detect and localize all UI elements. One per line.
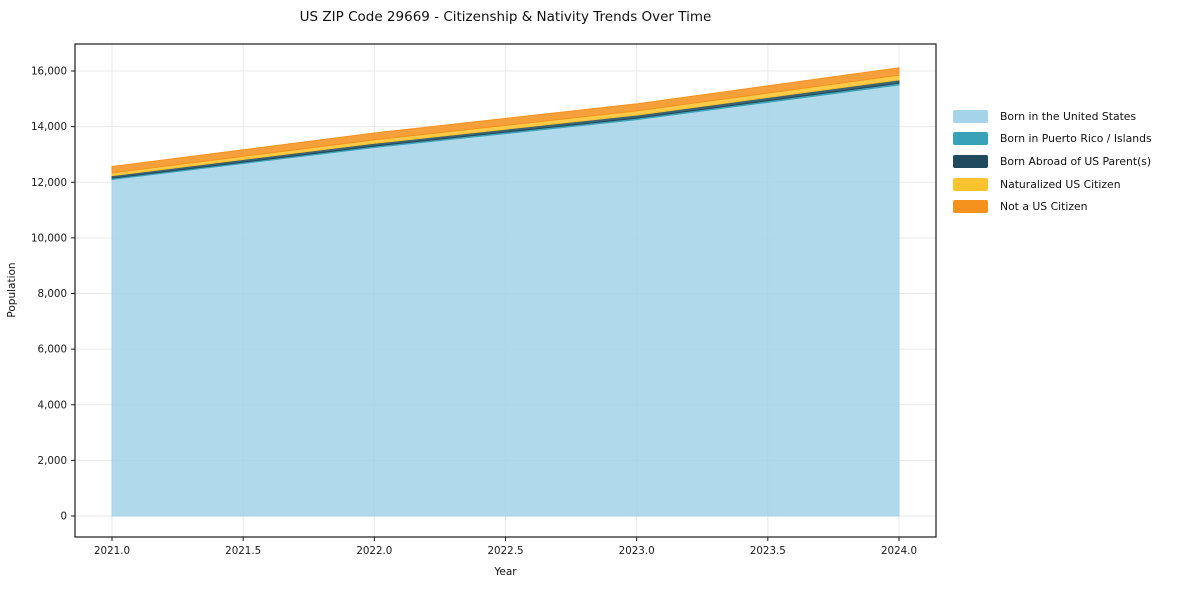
x-tick-label: 2022.5 [487, 545, 523, 557]
y-axis-label: Population [6, 262, 18, 318]
legend-swatch-icon [953, 109, 988, 123]
x-tick-label: 2021.5 [225, 545, 261, 557]
legend-label: Born Abroad of US Parent(s) [1000, 154, 1152, 168]
y-tick-label: 16,000 [31, 66, 67, 78]
legend-item-3: Born Abroad of US Parent(s) [953, 150, 1152, 173]
legend-swatch-icon [953, 154, 988, 168]
x-axis-label: Year [494, 566, 517, 578]
legend-swatch-icon [953, 200, 988, 214]
legend-label: Naturalized US Citizen [1000, 177, 1121, 191]
y-tick-label: 0 [60, 511, 67, 523]
y-tick-label: 2,000 [38, 455, 67, 467]
legend-swatch-icon [953, 132, 988, 146]
legend-item-2: Born in Puerto Rico / Islands [953, 128, 1152, 151]
x-tick-label: 2024.0 [881, 545, 917, 557]
legend-swatch-icon [953, 177, 988, 191]
x-tick-label: 2023.0 [619, 545, 655, 557]
y-tick-label: 4,000 [38, 399, 67, 411]
x-tick-label: 2023.5 [750, 545, 786, 557]
legend-item-4: Naturalized US Citizen [953, 173, 1152, 196]
legend-item-5: Not a US Citizen [953, 195, 1152, 218]
legend-item-1: Born in the United States [953, 105, 1152, 128]
y-tick-label: 8,000 [38, 288, 67, 300]
area-series-5 [111, 67, 900, 174]
x-tick-label: 2022.0 [356, 545, 392, 557]
y-tick-label: 6,000 [38, 344, 67, 356]
legend-label: Not a US Citizen [1000, 200, 1088, 214]
y-tick-label: 12,000 [31, 177, 67, 189]
legend: Born in the United States Born in Puerto … [953, 105, 1152, 218]
y-tick-label: 14,000 [31, 121, 67, 133]
x-tick-label: 2021.0 [94, 545, 130, 557]
y-tick-label: 10,000 [31, 232, 67, 244]
legend-label: Born in Puerto Rico / Islands [1000, 132, 1152, 146]
legend-label: Born in the United States [1000, 109, 1137, 123]
chart-title: US ZIP Code 29669 - Citizenship & Nativi… [299, 9, 712, 25]
